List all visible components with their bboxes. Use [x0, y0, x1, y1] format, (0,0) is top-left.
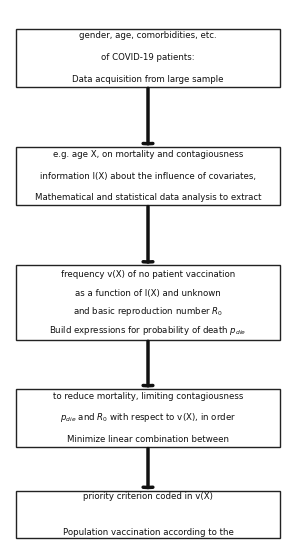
- FancyBboxPatch shape: [16, 389, 280, 447]
- Text: to reduce mortality, limiting contagiousness: to reduce mortality, limiting contagious…: [53, 392, 243, 400]
- Text: priority criterion coded in v(X): priority criterion coded in v(X): [83, 492, 213, 501]
- Text: as a function of I(X) and unknown: as a function of I(X) and unknown: [75, 289, 221, 298]
- Text: gender, age, comorbidities, etc.: gender, age, comorbidities, etc.: [79, 31, 217, 40]
- Text: e.g. age X, on mortality and contagiousness: e.g. age X, on mortality and contagiousn…: [53, 150, 243, 158]
- Text: Build expressions for probability of death $p_{die}$: Build expressions for probability of dea…: [49, 324, 247, 337]
- Text: and basic reproduction number $R_0$: and basic reproduction number $R_0$: [73, 305, 223, 318]
- Text: of COVID-19 patients:: of COVID-19 patients:: [101, 53, 195, 62]
- FancyBboxPatch shape: [16, 29, 280, 86]
- FancyBboxPatch shape: [16, 265, 280, 339]
- Text: Population vaccination according to the: Population vaccination according to the: [62, 527, 234, 536]
- Text: information I(X) about the influence of covariates,: information I(X) about the influence of …: [40, 172, 256, 180]
- Text: Mathematical and statistical data analysis to extract: Mathematical and statistical data analys…: [35, 194, 261, 202]
- Text: $p_{die}$ and $R_0$ with respect to v(X), in order: $p_{die}$ and $R_0$ with respect to v(X)…: [60, 411, 236, 425]
- FancyBboxPatch shape: [16, 491, 280, 538]
- Text: frequency v(X) of no patient vaccination: frequency v(X) of no patient vaccination: [61, 270, 235, 279]
- Text: Minimize linear combination between: Minimize linear combination between: [67, 436, 229, 444]
- FancyBboxPatch shape: [16, 147, 280, 205]
- Text: Data acquisition from large sample: Data acquisition from large sample: [72, 75, 224, 84]
